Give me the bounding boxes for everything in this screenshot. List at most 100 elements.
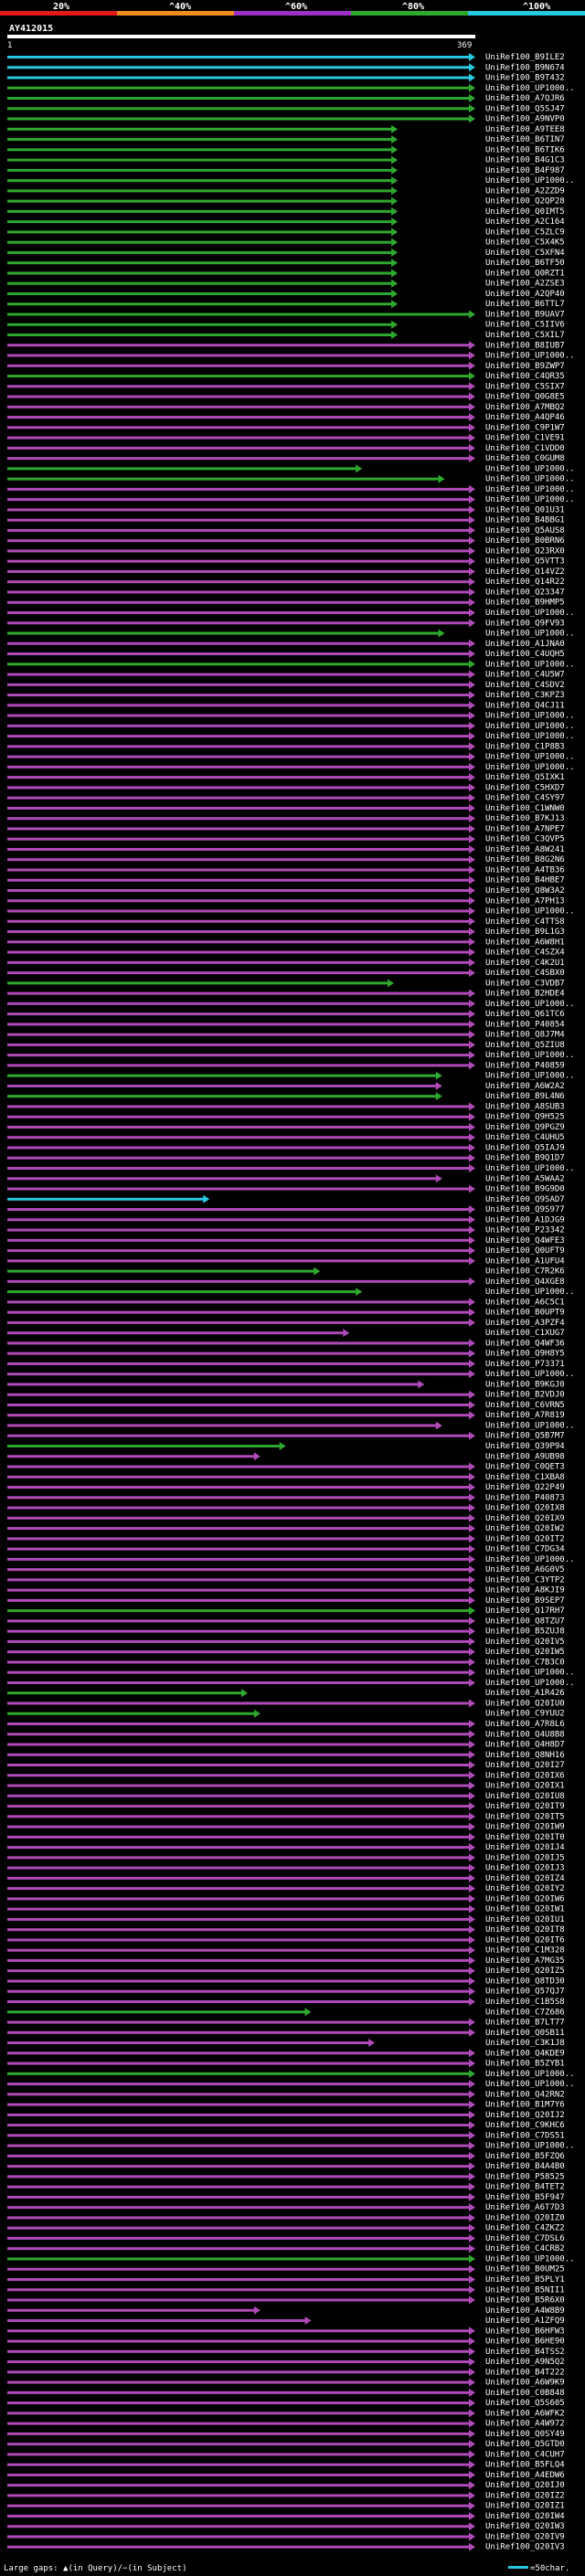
hit-label[interactable]: UniRef100_UP1000.. [485, 1679, 575, 1688]
hit-label[interactable]: UniRef100_UP1000.. [485, 1555, 575, 1564]
hit-label[interactable]: UniRef100_UP1000.. [485, 1164, 575, 1173]
hit-label[interactable]: UniRef100_C7R2K6 [485, 1267, 565, 1277]
hit-label[interactable]: UniRef100_C5SIX7 [485, 382, 565, 391]
hit-label[interactable]: UniRef100_B5NII1 [485, 2285, 565, 2295]
hit-label[interactable]: UniRef100_C7DG34 [485, 1545, 565, 1554]
hit-label[interactable]: UniRef100_B4A4B0 [485, 2162, 565, 2171]
hit-label[interactable]: UniRef100_UP1000.. [485, 495, 575, 504]
hit-label[interactable]: UniRef100_C1WNW0 [485, 804, 565, 813]
hit-label[interactable]: UniRef100_C3K1J8 [485, 2039, 565, 2048]
hit-label[interactable]: UniRef100_A2C164 [485, 217, 565, 227]
hit-label[interactable]: UniRef100_Q9S977 [485, 1205, 565, 1214]
hit-label[interactable]: UniRef100_Q39P94 [485, 1442, 565, 1451]
hit-label[interactable]: UniRef100_B0UPT9 [485, 1309, 565, 1318]
hit-label[interactable]: UniRef100_Q0IMT5 [485, 207, 565, 217]
hit-label[interactable]: UniRef100_UP1000.. [485, 712, 575, 721]
hit-label[interactable]: UniRef100_C1XUG7 [485, 1329, 565, 1338]
hit-label[interactable]: UniRef100_C7DS51 [485, 2131, 565, 2140]
hit-label[interactable]: UniRef100_UP1000.. [485, 763, 575, 772]
hit-label[interactable]: UniRef100_C1VDD0 [485, 444, 565, 453]
hit-label[interactable]: UniRef100_A8SUB3 [485, 1102, 565, 1111]
hit-label[interactable]: UniRef100_B6HFW3 [485, 2327, 565, 2336]
hit-label[interactable]: UniRef100_C3QVP5 [485, 835, 565, 844]
hit-label[interactable]: UniRef100_C4CRB2 [485, 2244, 565, 2253]
hit-label[interactable]: UniRef100_Q9PGZ9 [485, 1123, 565, 1132]
hit-label[interactable]: UniRef100_UP1000.. [485, 722, 575, 731]
hit-label[interactable]: UniRef100_UP1000.. [485, 609, 575, 618]
hit-label[interactable]: UniRef100_A1ZFQ9 [485, 2316, 565, 2326]
hit-label[interactable]: UniRef100_Q23RX0 [485, 546, 565, 556]
hit-label[interactable]: UniRef100_B9ZWP7 [485, 362, 565, 371]
hit-label[interactable]: UniRef100_Q20IW1 [485, 1905, 565, 1914]
hit-label[interactable]: UniRef100_B0BRN6 [485, 536, 565, 546]
hit-label[interactable]: UniRef100_P40854 [485, 1020, 565, 1029]
hit-label[interactable]: UniRef100_Q20IJ5 [485, 1853, 565, 1862]
hit-label[interactable]: UniRef100_UP1000.. [485, 753, 575, 762]
hit-label[interactable]: UniRef100_B1M7Y6 [485, 2101, 565, 2110]
hit-label[interactable]: UniRef100_C0QET3 [485, 1463, 565, 1472]
hit-label[interactable]: UniRef100_C4CUH7 [485, 2450, 565, 2459]
hit-label[interactable]: UniRef100_P58525 [485, 2172, 565, 2181]
hit-label[interactable]: UniRef100_Q20IJ4 [485, 1843, 565, 1852]
hit-label[interactable]: UniRef100_B5PLY1 [485, 2275, 565, 2284]
hit-label[interactable]: UniRef100_Q5SJ47 [485, 104, 565, 113]
hit-label[interactable]: UniRef100_Q20IZ2 [485, 2491, 565, 2500]
hit-label[interactable]: UniRef100_A2ZZD9 [485, 186, 565, 196]
hit-label[interactable]: UniRef100_Q0SY49 [485, 2430, 565, 2439]
hit-label[interactable]: UniRef100_P40859 [485, 1061, 565, 1070]
hit-label[interactable]: UniRef100_Q4H8D7 [485, 1741, 565, 1750]
hit-label[interactable]: UniRef100_C4SDV2 [485, 681, 565, 690]
hit-label[interactable]: UniRef100_B9UAV7 [485, 310, 565, 319]
hit-label[interactable]: UniRef100_UP1000.. [485, 2254, 575, 2263]
hit-label[interactable]: UniRef100_Q5B7M7 [485, 1432, 565, 1441]
hit-label[interactable]: UniRef100_Q20IT0 [485, 1833, 565, 1842]
hit-label[interactable]: UniRef100_B5ZYB1 [485, 2060, 565, 2069]
hit-label[interactable]: UniRef100_A7R819 [485, 1411, 565, 1420]
hit-label[interactable]: UniRef100_C4SBX0 [485, 969, 565, 978]
hit-label[interactable]: UniRef100_Q20IW5 [485, 1648, 565, 1657]
hit-label[interactable]: UniRef100_Q5AUS8 [485, 526, 565, 535]
hit-label[interactable]: UniRef100_Q4XGE8 [485, 1277, 565, 1287]
hit-label[interactable]: UniRef100_A1DJG9 [485, 1215, 565, 1224]
hit-label[interactable]: UniRef100_B9SEP7 [485, 1596, 565, 1606]
hit-label[interactable]: UniRef100_Q17RH7 [485, 1606, 565, 1616]
hit-label[interactable]: UniRef100_A1JNA0 [485, 640, 565, 649]
hit-label[interactable]: UniRef100_B5F947 [485, 2193, 565, 2202]
hit-label[interactable]: UniRef100_C4ZKZ2 [485, 2224, 565, 2233]
hit-label[interactable]: UniRef100_A1R426 [485, 1689, 565, 1698]
hit-label[interactable]: UniRef100_Q20IT2 [485, 1534, 565, 1543]
hit-label[interactable]: UniRef100_C4TTS8 [485, 917, 565, 927]
hit-label[interactable]: UniRef100_C3KPZ3 [485, 691, 565, 700]
hit-label[interactable]: UniRef100_B2VDJ0 [485, 1391, 565, 1400]
hit-label[interactable]: UniRef100_B5ZUJ8 [485, 1627, 565, 1637]
hit-label[interactable]: UniRef100_Q20IJ2 [485, 2111, 565, 2120]
hit-label[interactable]: UniRef100_Q8TZU7 [485, 1617, 565, 1626]
hit-label[interactable]: UniRef100_Q0G8E5 [485, 393, 565, 402]
hit-label[interactable]: UniRef100_C5HXD7 [485, 783, 565, 792]
hit-label[interactable]: UniRef100_Q61TC6 [485, 1010, 565, 1019]
hit-label[interactable]: UniRef100_C5XIL7 [485, 331, 565, 340]
hit-label[interactable]: UniRef100_B6TTL7 [485, 300, 565, 309]
hit-label[interactable]: UniRef100_A8KJI9 [485, 1586, 565, 1595]
hit-label[interactable]: UniRef100_Q0RZT1 [485, 269, 565, 278]
hit-label[interactable]: UniRef100_C7Z686 [485, 2008, 565, 2017]
hit-label[interactable]: UniRef100_A4W972 [485, 2420, 565, 2429]
hit-label[interactable]: UniRef100_UP1000.. [485, 176, 575, 186]
hit-label[interactable]: UniRef100_Q20IZ4 [485, 1874, 565, 1883]
hit-label[interactable]: UniRef100_B8IUB7 [485, 341, 565, 350]
hit-label[interactable]: UniRef100_Q8J7M4 [485, 1031, 565, 1040]
hit-label[interactable]: UniRef100_B6TIN7 [485, 135, 565, 144]
hit-label[interactable]: UniRef100_UP1000.. [485, 485, 575, 494]
hit-label[interactable]: UniRef100_Q4WFE3 [485, 1236, 565, 1246]
hit-label[interactable]: UniRef100_A7MG35 [485, 1956, 565, 1966]
hit-label[interactable]: UniRef100_UP1000.. [485, 907, 575, 917]
hit-label[interactable]: UniRef100_Q20IZ0 [485, 2213, 565, 2222]
hit-label[interactable]: UniRef100_C9YUU2 [485, 1710, 565, 1719]
hit-label[interactable]: UniRef100_UP1000.. [485, 2080, 575, 2089]
hit-label[interactable]: UniRef100_Q5S605 [485, 2399, 565, 2408]
hit-label[interactable]: UniRef100_Q20IJ3 [485, 1864, 565, 1873]
hit-label[interactable]: UniRef100_Q5GTD0 [485, 2440, 565, 2449]
hit-label[interactable]: UniRef100_P40873 [485, 1493, 565, 1502]
hit-label[interactable]: UniRef100_C9P1W7 [485, 423, 565, 432]
hit-label[interactable]: UniRef100_Q5IXK1 [485, 773, 565, 782]
